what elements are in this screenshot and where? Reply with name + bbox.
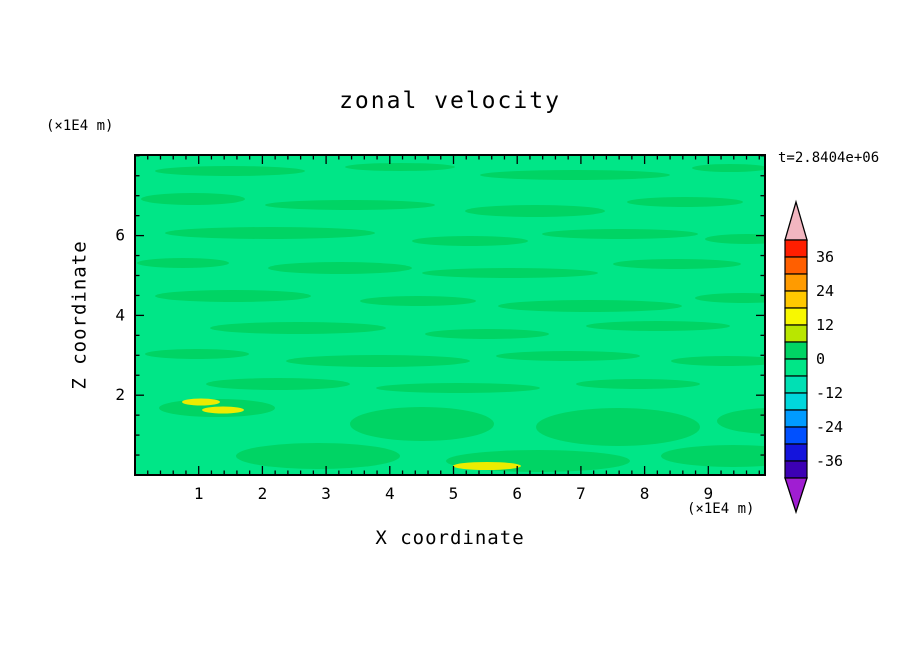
contour-patch-green [496, 351, 640, 361]
contour-patch-green [360, 296, 476, 306]
contour-patch-green [210, 322, 386, 334]
contour-patch-green [268, 262, 412, 274]
colorbar-segment [784, 307, 808, 326]
y-axis-title-text: Z coordinate [69, 240, 91, 390]
contour-patch-green [141, 193, 245, 205]
colorbar-label: -12 [816, 384, 843, 402]
contour-patch-green [613, 259, 741, 269]
colorbar-label: -24 [816, 418, 843, 436]
colorbar-segment [784, 443, 808, 462]
contour-patch-green [671, 356, 765, 366]
contour-patch-green [412, 236, 528, 246]
contour-patch-yellow [182, 398, 220, 406]
x-tick-label: 5 [449, 484, 459, 503]
colorbar-segment [784, 324, 808, 343]
x-tick-label: 9 [703, 484, 713, 503]
contour-patch-green [137, 258, 229, 268]
contour-plot: 1 2 3 4 5 6 7 8 9 2 4 6 [115, 154, 766, 503]
contour-patch-green [542, 229, 698, 239]
colorbar-segment [784, 375, 808, 394]
contour-patch-green [145, 349, 249, 359]
x-tick-label: 6 [512, 484, 522, 503]
contour-patch-green [236, 443, 400, 469]
colorbar-segment [784, 256, 808, 275]
colorbar-label: 36 [816, 248, 834, 266]
colorbar-segment [784, 392, 808, 411]
contour-patch-green [286, 355, 470, 367]
contour-patch-green [465, 205, 605, 217]
contour-patch-green [376, 383, 540, 393]
colorbar-segment [784, 426, 808, 445]
contour-patch-green [576, 379, 700, 389]
colorbar: 36 24 12 0 -12 -24 -36 [784, 199, 843, 515]
contour-patches-layer [137, 163, 765, 472]
contour-patch-green [165, 227, 375, 239]
contour-patch-green [425, 329, 549, 339]
x-axis-title: X coordinate [375, 527, 525, 549]
colorbar-segment [784, 239, 808, 258]
contour-patch-green [627, 197, 743, 207]
y-tick-label: 2 [115, 385, 125, 404]
contour-patch-green [705, 234, 765, 244]
y-axis-title: Z coordinate [58, 155, 102, 475]
contour-patch-green [155, 166, 305, 176]
contour-patch-green [536, 408, 700, 446]
axis-tick-labels-layer: 1 2 3 4 5 6 7 8 9 2 4 6 [115, 226, 713, 503]
contour-patch-green [695, 293, 765, 303]
contour-patch-green [350, 407, 494, 441]
colorbar-segment [784, 409, 808, 428]
y-tick-label: 4 [115, 305, 125, 324]
x-tick-label: 2 [258, 484, 268, 503]
contour-patch-green [480, 170, 670, 180]
x-tick-label: 7 [576, 484, 586, 503]
x-tick-label: 8 [640, 484, 650, 503]
axis-ticks-layer [135, 155, 765, 475]
chart-title: zonal velocity [339, 88, 561, 114]
x-axis-unit-label: (×1E4 m) [687, 501, 755, 517]
x-tick-label: 4 [385, 484, 395, 503]
contour-patch-green [661, 445, 765, 467]
colorbar-arrow-down [784, 477, 808, 515]
contour-patch-yellow [453, 462, 521, 470]
contour-patch-green [692, 164, 765, 172]
colorbar-label: 0 [816, 350, 825, 368]
x-tick-label: 1 [194, 484, 204, 503]
contour-patch-green [498, 300, 682, 312]
contour-patch-green [422, 268, 598, 278]
colorbar-label: 24 [816, 282, 834, 300]
colorbar-segment [784, 273, 808, 292]
contour-patch-green [586, 321, 730, 331]
colorbar-arrow-up [784, 199, 808, 241]
colorbar-label: 12 [816, 316, 834, 334]
contour-patch-green [265, 200, 435, 210]
colorbar-label: -36 [816, 452, 843, 470]
x-tick-label: 3 [321, 484, 331, 503]
y-axis-unit-label: (×1E4 m) [46, 118, 114, 134]
contour-patch-yellow [202, 406, 244, 414]
colorbar-segment [784, 358, 808, 377]
y-tick-label: 6 [115, 226, 125, 245]
colorbar-segment [784, 341, 808, 360]
contour-patch-green [206, 378, 350, 390]
contour-patch-green [345, 163, 455, 171]
colorbar-segment [784, 460, 808, 479]
contour-patch-green [155, 290, 311, 302]
time-stamp-label: t=2.8404e+06 [778, 150, 880, 166]
contour-patch-green [717, 408, 765, 434]
colorbar-segment [784, 290, 808, 309]
